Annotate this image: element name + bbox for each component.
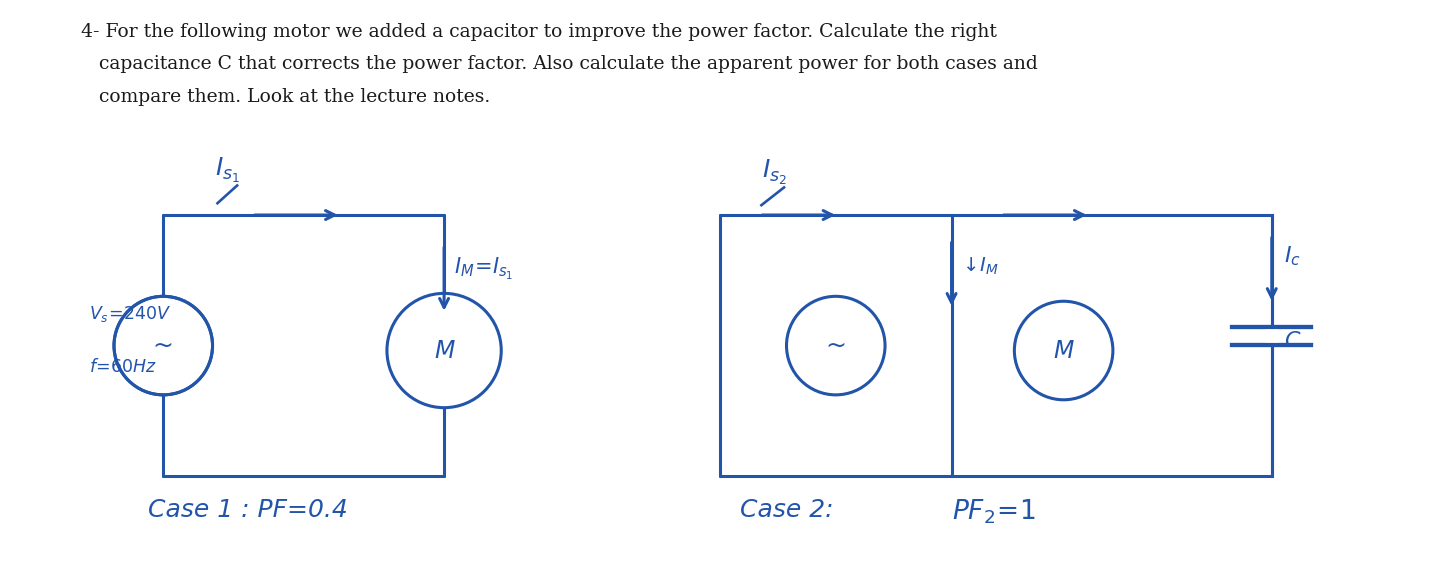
Circle shape [114,296,213,395]
Bar [1266,327,1278,345]
Circle shape [387,294,501,407]
Text: ~: ~ [826,333,846,357]
Circle shape [1014,301,1112,400]
Text: $\it{I}_{s_1}$: $\it{I}_{s_1}$ [214,156,240,185]
Text: Case 2:: Case 2: [740,498,858,522]
Text: $\downarrow\!\it{I}_M$: $\downarrow\!\it{I}_M$ [960,255,999,277]
Text: $\it{I}_M\!=\!\it{I}_{s_1}$: $\it{I}_M\!=\!\it{I}_{s_1}$ [453,256,514,282]
Text: $\it{f}\!=\!60Hz$: $\it{f}\!=\!60Hz$ [89,358,158,376]
Text: M: M [1053,339,1073,362]
Text: compare them. Look at the lecture notes.: compare them. Look at the lecture notes. [82,88,491,106]
Text: $\it{V}_s\!=\!240V$: $\it{V}_s\!=\!240V$ [89,304,171,324]
Text: ~: ~ [153,333,174,357]
Circle shape [787,296,885,395]
Text: $\it{I}_{s_2}$: $\it{I}_{s_2}$ [761,158,787,187]
Text: $\it{PF}_2\!=\!1$: $\it{PF}_2\!=\!1$ [951,498,1035,526]
Text: Case 1 : PF=0.4: Case 1 : PF=0.4 [148,498,348,522]
Text: M: M [435,339,455,362]
Text: 4- For the following motor we added a capacitor to improve the power factor. Cal: 4- For the following motor we added a ca… [82,23,997,41]
Text: $\it{I}_c$: $\it{I}_c$ [1284,245,1301,268]
Text: $\it{C}$: $\it{C}$ [1284,331,1301,351]
Text: capacitance C that corrects the power factor. Also calculate the apparent power : capacitance C that corrects the power fa… [82,55,1038,73]
